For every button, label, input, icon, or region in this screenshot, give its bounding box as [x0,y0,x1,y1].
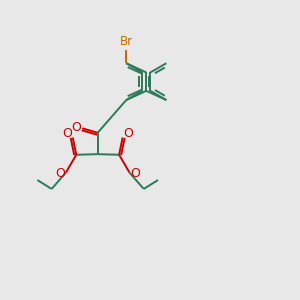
Text: O: O [62,127,72,140]
Text: O: O [71,121,81,134]
Text: O: O [123,127,133,140]
Text: O: O [130,167,140,180]
Text: Br: Br [120,35,133,48]
Text: O: O [55,167,65,180]
